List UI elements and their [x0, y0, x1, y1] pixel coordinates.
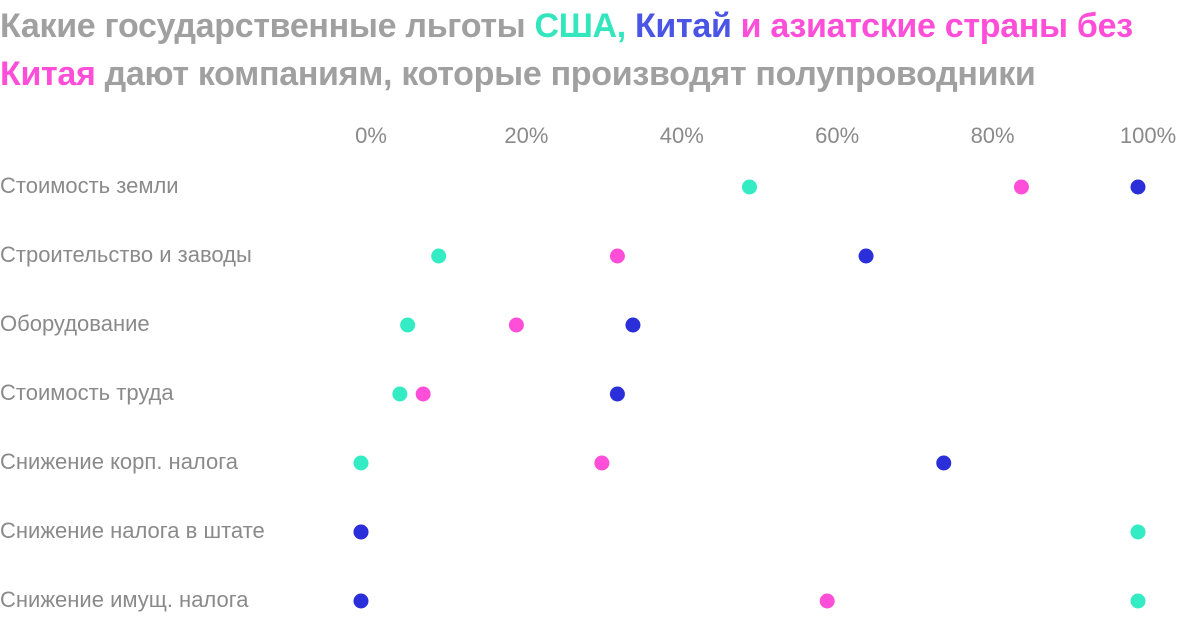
dot — [1130, 524, 1146, 540]
title-part: США, — [534, 7, 626, 45]
dot — [1013, 179, 1029, 195]
dot — [742, 179, 757, 195]
category-label: Стоимость труда — [0, 380, 174, 405]
dot — [508, 317, 524, 333]
dot — [431, 248, 447, 264]
dot — [1130, 179, 1146, 195]
dot — [858, 248, 874, 264]
dot — [819, 593, 835, 609]
title-part: Какие государственные льготы — [0, 7, 526, 45]
dot — [609, 386, 625, 402]
dot — [594, 455, 610, 471]
title-part: и азиатские страны без Китая — [0, 7, 1133, 93]
dot — [400, 317, 416, 333]
x-tick-label: 0% — [355, 123, 387, 148]
title-part: дают компаниям, которые производят полуп… — [104, 55, 1036, 93]
dot — [353, 455, 369, 471]
x-tick-label: 20% — [504, 123, 548, 148]
dot — [936, 455, 952, 471]
dot — [625, 317, 641, 333]
chart-title: Какие государственные льготы США, Китай и а… — [0, 2, 1195, 98]
title-part: Китай — [634, 7, 732, 45]
x-tick-label: 40% — [660, 123, 704, 148]
category-label: Снижение корп. налога — [0, 449, 239, 474]
dot — [415, 386, 431, 402]
category-label: Стоимость земли — [0, 173, 179, 198]
category-label: Строительство и заводы — [0, 242, 252, 267]
dot — [353, 593, 369, 609]
category-label: Оборудование — [0, 311, 150, 336]
x-tick-label: 80% — [971, 123, 1015, 148]
dot — [353, 524, 369, 540]
dot — [1130, 593, 1146, 609]
x-tick-label: 60% — [815, 123, 859, 148]
category-label: Снижение имущ. налога — [0, 587, 249, 612]
dot — [392, 386, 408, 402]
category-label: Снижение налога в штате — [0, 518, 265, 543]
x-tick-label: 100% — [1120, 123, 1176, 148]
dot — [609, 248, 625, 264]
